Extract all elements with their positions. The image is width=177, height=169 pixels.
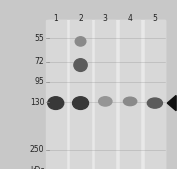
- Bar: [48, 20, 165, 169]
- Ellipse shape: [147, 98, 162, 108]
- Bar: [95, 20, 116, 169]
- Text: 1: 1: [53, 14, 58, 22]
- Text: 5: 5: [152, 14, 157, 22]
- Text: 72: 72: [35, 57, 44, 66]
- Bar: [46, 20, 66, 169]
- Bar: [70, 20, 91, 169]
- Text: kDa: kDa: [30, 166, 45, 169]
- Bar: [120, 20, 140, 169]
- Polygon shape: [167, 95, 176, 111]
- Text: 3: 3: [103, 14, 108, 22]
- Ellipse shape: [48, 97, 64, 110]
- Ellipse shape: [75, 37, 86, 46]
- Text: 95: 95: [35, 77, 44, 87]
- Ellipse shape: [99, 97, 112, 106]
- Bar: [145, 20, 165, 169]
- Ellipse shape: [73, 97, 88, 110]
- Ellipse shape: [74, 59, 87, 71]
- Text: 55: 55: [35, 33, 44, 43]
- Text: 4: 4: [128, 14, 133, 22]
- Ellipse shape: [123, 97, 137, 106]
- Text: 250: 250: [30, 145, 44, 154]
- Text: 130: 130: [30, 98, 44, 107]
- Text: 2: 2: [78, 14, 83, 22]
